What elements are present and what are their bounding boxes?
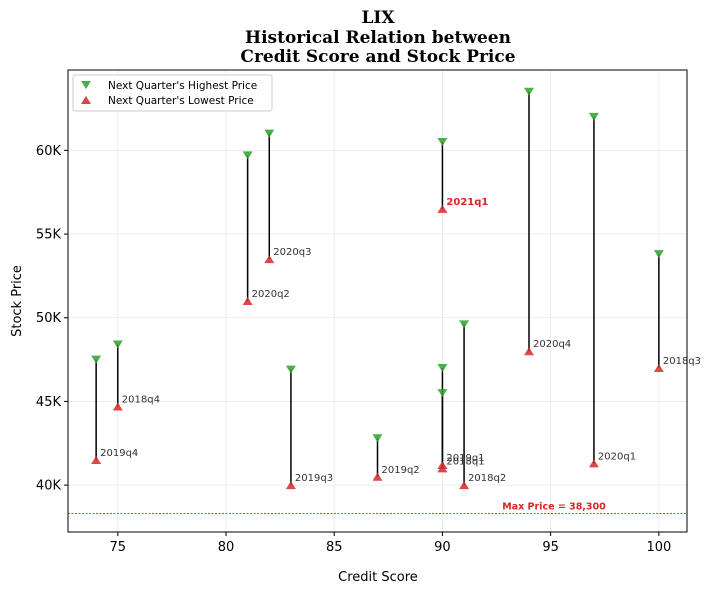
point-label: 2018q2 bbox=[468, 473, 506, 484]
high-price-marker bbox=[524, 87, 535, 96]
stems bbox=[95, 91, 660, 486]
x-tick-label: 75 bbox=[110, 540, 127, 555]
low-price-marker bbox=[112, 402, 123, 411]
y-tick-label: 50K bbox=[36, 311, 62, 326]
legend-box bbox=[72, 74, 273, 112]
y-tick-label: 45K bbox=[36, 395, 62, 410]
x-tick-label: 100 bbox=[646, 540, 671, 555]
point-label: 2019q3 bbox=[295, 473, 333, 484]
chart-title-line-3: Credit Score and Stock Price bbox=[240, 47, 515, 67]
high-price-marker bbox=[285, 365, 296, 374]
low-price-marker bbox=[264, 255, 275, 264]
point-label: 2021q1 bbox=[446, 197, 488, 208]
low-price-marker bbox=[524, 347, 535, 356]
point-labels: 2019q4 2018q4 2020q2 2020q3 2019q3 2019q2 2021… bbox=[100, 197, 701, 484]
high-price-marker bbox=[653, 250, 664, 259]
low-price-marker bbox=[437, 204, 448, 213]
high-price-marker bbox=[264, 129, 275, 138]
low-price-marker bbox=[437, 464, 448, 473]
high-price-marker bbox=[112, 340, 123, 349]
high-price-marker bbox=[372, 434, 383, 443]
point-label: 2018q1 bbox=[446, 456, 484, 467]
low-price-marker bbox=[588, 459, 599, 468]
point-label: 2018q3 bbox=[663, 356, 701, 367]
point-label: 2020q3 bbox=[273, 247, 311, 258]
low-price-marker bbox=[285, 481, 296, 490]
point-label: 2019q4 bbox=[100, 448, 138, 459]
low-price-marker bbox=[242, 297, 253, 305]
point-label: 2019q1 bbox=[446, 453, 484, 464]
y-axis-ticks: 40K 45K 50K 55K 60K bbox=[36, 144, 68, 494]
x-tick-label: 90 bbox=[434, 540, 451, 555]
legend-low-label: Next Quarter's Lowest Price bbox=[108, 95, 254, 107]
x-tick-label: 85 bbox=[326, 540, 343, 555]
high-price-marker bbox=[588, 112, 599, 121]
legend-high-label: Next Quarter's Highest Price bbox=[108, 80, 257, 92]
x-tick-label: 95 bbox=[542, 540, 559, 555]
reference-line-label: Max Price = 38,300 bbox=[502, 502, 606, 513]
low-price-marker bbox=[653, 363, 664, 372]
high-price-marker bbox=[437, 137, 448, 146]
y-axis-label: Stock Price bbox=[10, 265, 25, 337]
high-price-marker bbox=[437, 389, 448, 398]
point-label: 2018q4 bbox=[122, 394, 160, 405]
point-label: 2020q4 bbox=[533, 339, 571, 350]
x-axis-label: Credit Score bbox=[338, 570, 418, 585]
y-tick-label: 40K bbox=[36, 479, 62, 494]
point-label: 2019q2 bbox=[382, 465, 420, 476]
low-price-marker bbox=[459, 481, 470, 490]
chart-title-line-1: LIX bbox=[361, 8, 395, 28]
high-price-marker bbox=[459, 320, 470, 329]
high-price-marker bbox=[242, 151, 253, 160]
reference-line: Max Price = 38,300 bbox=[68, 502, 687, 514]
low-price-marker bbox=[372, 472, 383, 481]
point-label: 2020q1 bbox=[598, 451, 636, 462]
high-price-marker bbox=[91, 355, 102, 364]
high-price-marker bbox=[437, 363, 448, 372]
legend-high-marker bbox=[81, 81, 91, 89]
y-tick-label: 60K bbox=[36, 144, 62, 159]
plot-frame bbox=[67, 69, 688, 533]
y-tick-label: 55K bbox=[36, 228, 62, 243]
low-price-marker bbox=[91, 456, 102, 465]
chart-title-line-2: Historical Relation between bbox=[245, 28, 511, 48]
x-tick-label: 80 bbox=[218, 540, 235, 555]
point-label: 2020q2 bbox=[252, 289, 290, 300]
markers bbox=[91, 87, 664, 490]
x-axis-ticks: 75 80 85 90 95 100 bbox=[110, 532, 671, 555]
legend-low-marker bbox=[81, 96, 91, 104]
legend: Next Quarter's Highest Price Next Quarte… bbox=[72, 74, 273, 112]
